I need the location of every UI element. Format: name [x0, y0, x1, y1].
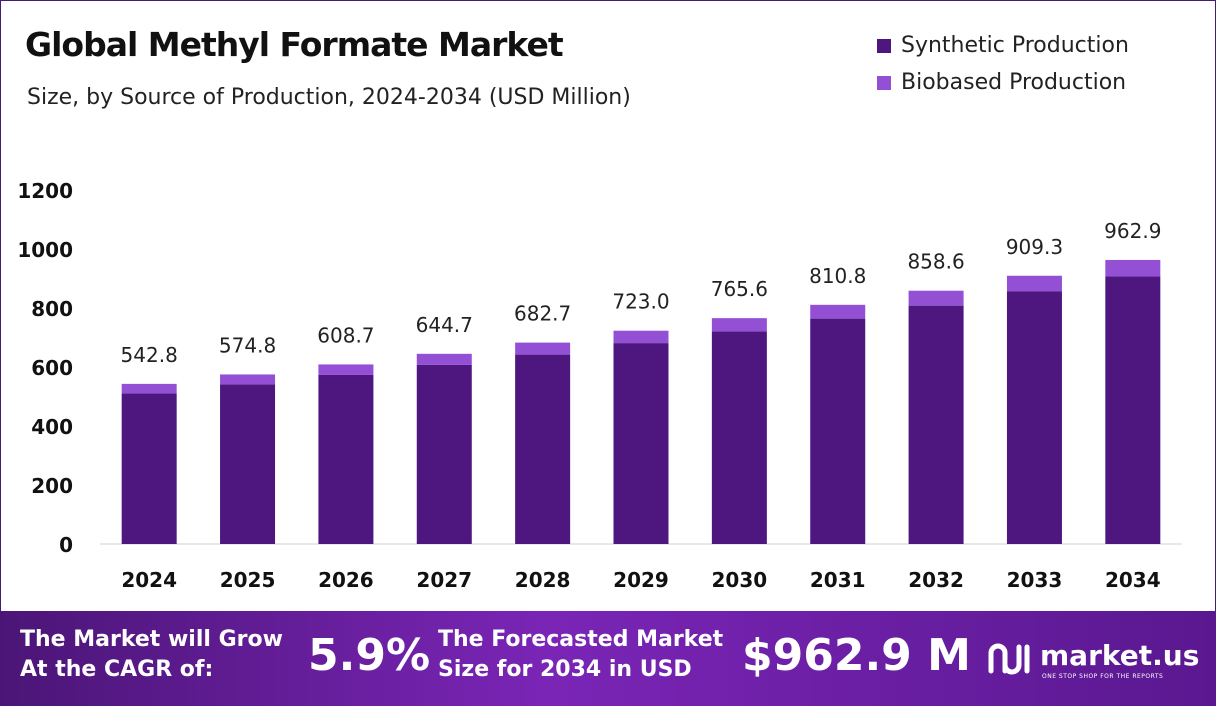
- x-tick-label: 2034: [1105, 568, 1161, 592]
- bar-total-label: 644.7: [416, 313, 473, 337]
- cagr-value: 5.9%: [308, 630, 431, 681]
- bar-synthetic: [220, 384, 276, 544]
- market-us-logo: market.us ONE STOP SHOP FOR THE REPORTS: [988, 637, 1208, 683]
- x-tick-label: 2031: [810, 568, 866, 592]
- bar-biobased: [220, 374, 276, 385]
- x-tick-label: 2030: [712, 568, 768, 592]
- bar-biobased: [711, 318, 767, 332]
- y-tick-label: 1200: [17, 179, 73, 203]
- legend-swatch-synthetic: [877, 38, 891, 53]
- bar-synthetic: [1105, 276, 1161, 544]
- bar-total-label: 810.8: [809, 264, 866, 288]
- bar-synthetic: [613, 343, 669, 544]
- bar-biobased: [908, 290, 964, 306]
- legend: Synthetic Production Biobased Production: [877, 27, 1129, 101]
- bar-synthetic: [416, 364, 472, 544]
- legend-item-synthetic: Synthetic Production: [877, 27, 1129, 64]
- x-tick-label: 2032: [908, 568, 964, 592]
- x-tick-label: 2033: [1007, 568, 1063, 592]
- y-tick-label: 400: [31, 415, 73, 439]
- legend-swatch-biobased: [877, 75, 891, 90]
- bar-synthetic: [515, 354, 571, 544]
- logo-tagline: ONE STOP SHOP FOR THE REPORTS: [1042, 673, 1164, 680]
- bar-synthetic: [121, 393, 177, 544]
- bar-synthetic: [711, 331, 767, 544]
- x-tick-label: 2028: [515, 568, 571, 592]
- bar-total-label: 574.8: [219, 333, 276, 357]
- y-tick-label: 1000: [17, 238, 73, 262]
- bar-total-label: 542.8: [121, 343, 178, 367]
- chart-title: Global Methyl Formate Market: [25, 25, 564, 64]
- bar-synthetic: [810, 318, 866, 544]
- bar-synthetic: [318, 374, 374, 544]
- forecast-value: $962.9 M: [742, 630, 971, 681]
- bar-chart: 0 200 400 600 800 1000 1200 542.8 2024 574.8 2025 6…: [17, 179, 1182, 592]
- bar-synthetic: [1006, 291, 1062, 544]
- y-tick-label: 0: [59, 533, 73, 557]
- bar-synthetic: [908, 305, 964, 544]
- chart-subtitle: Size, by Source of Production, 2024-2034…: [27, 85, 631, 110]
- legend-label-synthetic: Synthetic Production: [901, 33, 1129, 58]
- cagr-label: The Market will Grow At the CAGR of:: [20, 627, 283, 682]
- x-tick-label: 2024: [121, 568, 177, 592]
- forecast-label: The Forecasted Market Size for 2034 in U…: [438, 627, 724, 682]
- bar-total-label: 682.7: [514, 302, 571, 326]
- bar-biobased: [1006, 275, 1062, 292]
- bar-biobased: [515, 342, 571, 355]
- x-tick-label: 2027: [416, 568, 472, 592]
- y-tick-label: 200: [31, 474, 73, 498]
- legend-item-biobased: Biobased Production: [877, 64, 1129, 101]
- footer-banner: The Market will Grow At the CAGR of: 5.9…: [0, 611, 1216, 706]
- y-tick-label: 800: [31, 297, 73, 321]
- bar-total-label: 909.3: [1006, 235, 1063, 259]
- x-tick-label: 2025: [220, 568, 276, 592]
- bar-biobased: [1105, 259, 1161, 277]
- bar-biobased: [613, 330, 669, 344]
- bar-biobased: [810, 304, 866, 319]
- x-tick-label: 2029: [613, 568, 669, 592]
- bar-biobased: [318, 364, 374, 375]
- bar-total-label: 608.7: [317, 323, 374, 347]
- legend-label-biobased: Biobased Production: [901, 70, 1127, 95]
- bar-total-label: 962.9: [1104, 219, 1161, 243]
- bar-total-label: 723.0: [612, 290, 669, 314]
- bar-total-label: 765.6: [711, 277, 768, 301]
- bar-biobased: [121, 383, 177, 394]
- bar-total-label: 858.6: [907, 250, 964, 274]
- bar-biobased: [416, 353, 472, 365]
- y-tick-label: 600: [31, 356, 73, 380]
- x-tick-label: 2026: [318, 568, 374, 592]
- logo-name: market.us: [1040, 639, 1200, 672]
- market-us-logo-icon: [988, 643, 1030, 675]
